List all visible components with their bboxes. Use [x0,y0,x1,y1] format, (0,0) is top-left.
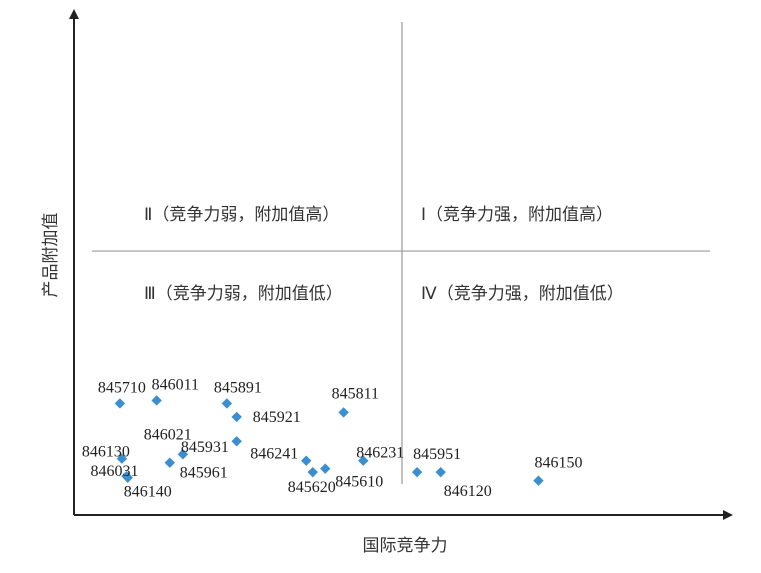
data-point [435,466,446,478]
data-point [114,398,126,409]
data-point [122,472,133,483]
data-point-label: 845891 [214,379,262,396]
data-point [320,463,331,474]
data-point-label: 846120 [444,483,492,500]
data-point-label: 845931 [181,439,229,456]
data-point-label: 846011 [152,376,199,393]
data-labels-group: 845710 846011 845891 845921 845811 846021 8461… [82,376,583,500]
data-point-label: 845620 [288,479,336,496]
data-point-label: 846021 [144,426,192,443]
data-point [116,453,128,464]
data-point [301,455,312,466]
data-point [177,449,189,460]
data-point-label: 846031 [90,463,138,480]
data-point-label: 845961 [180,465,228,482]
data-point [231,436,242,447]
data-point [164,457,175,468]
data-point [411,466,423,478]
quadrant-label-iii: Ⅲ（竞争力弱，附加值低） [144,284,343,304]
data-point-label: 846150 [534,455,582,472]
quadrant-label-ii: Ⅱ（竞争力弱，附加值高） [144,205,339,225]
data-point-label: 846231 [356,445,404,462]
data-points-group [114,395,544,486]
data-point-label: 846241 [250,446,298,463]
quadrant-label-i: Ⅰ（竞争力强，附加值高） [421,205,613,225]
data-point [533,475,544,486]
data-point [231,411,242,423]
y-axis-title: 产品附加值 [41,213,61,298]
quadrant-label-iv: Ⅳ（竞争力强，附加值低） [421,284,624,304]
data-point-label: 845710 [98,379,146,396]
data-point-label: 845811 [332,385,379,402]
data-point [221,398,233,409]
data-point [307,466,318,478]
data-point [151,395,162,406]
data-point-label: 846140 [124,484,172,501]
x-axis-title: 国际竞争力 [363,536,448,556]
data-point-label: 845610 [335,474,383,491]
data-point-label: 846130 [82,444,130,461]
data-point-label: 845951 [413,446,461,463]
data-point [338,407,349,418]
data-point-label: 845921 [253,409,301,426]
data-point [358,455,369,466]
